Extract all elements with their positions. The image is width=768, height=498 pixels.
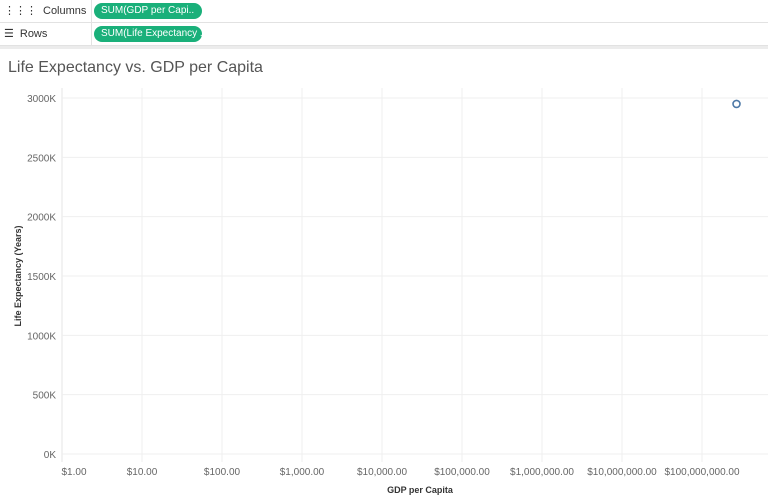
columns-icon: ⋮⋮⋮ [4,5,37,17]
columns-shelf: ⋮⋮⋮ Columns SUM(GDP per Capi.. [0,0,768,23]
y-tick-label: 0K [44,450,57,461]
data-point[interactable] [732,99,741,109]
x-tick-label: $10,000,000.00 [587,467,657,478]
rows-icon: ☰ [4,28,14,40]
y-tick-label: 1500K [27,272,56,283]
rows-pill[interactable]: SUM(Life Expectancy .. [94,26,202,42]
divider [0,46,768,49]
x-tick-label: $10.00 [127,467,158,478]
chart-title: Life Expectancy vs. GDP per Capita [8,59,263,76]
y-tick-label: 3000K [27,94,56,105]
y-tick-label: 500K [33,391,57,402]
x-tick-label: $100,000,000.00 [664,467,740,478]
x-tick-label: $1.00 [61,467,86,478]
y-tick-label: 1000K [27,331,56,342]
x-tick-label: $10,000.00 [357,467,407,478]
y-axis-label: Life Expectancy (Years) [13,225,23,326]
x-tick-label: $1,000.00 [280,467,325,478]
columns-pill[interactable]: SUM(GDP per Capi.. [94,3,202,19]
y-tick-label: 2500K [27,153,56,164]
x-tick-label: $1,000,000.00 [510,467,574,478]
rows-label: Rows [19,27,48,40]
x-tick-label: $100.00 [204,467,241,478]
x-axis-label: GDP per Capita [387,485,454,495]
rows-shelf: ☰ Rows SUM(Life Expectancy .. [0,23,768,46]
y-tick-label: 2000K [27,213,56,224]
x-tick-label: $100,000.00 [434,467,490,478]
columns-label: Columns [43,4,87,17]
